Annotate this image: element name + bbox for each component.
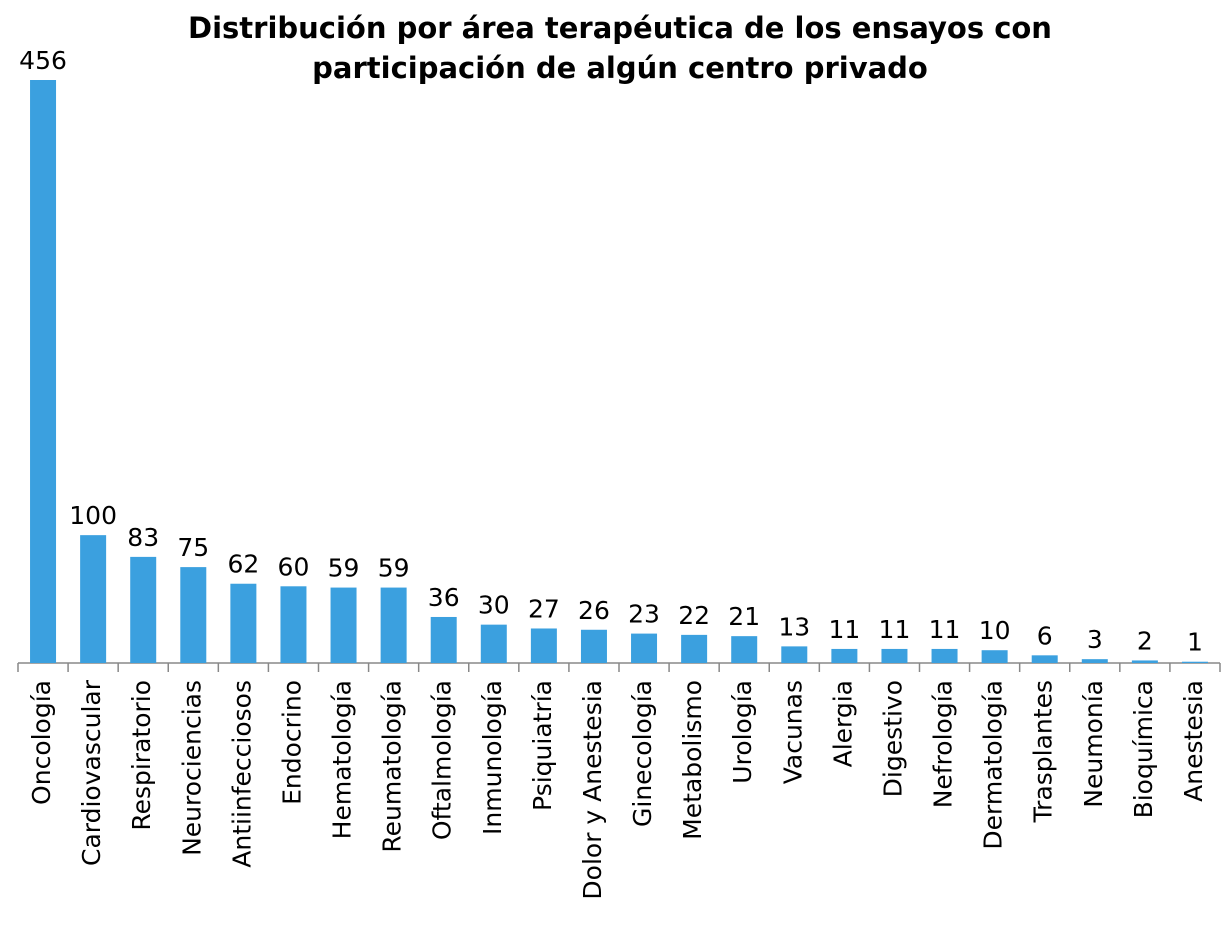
value-label: 2 [1137,626,1153,655]
x-tick-label: Cardiovascular [77,679,106,866]
x-tick-label: Reumatología [378,680,407,853]
x-tick-label: Urología [728,680,757,784]
value-label: 59 [378,554,410,583]
value-label: 59 [328,554,360,583]
x-tick-label: Oncología [27,680,56,805]
value-label: 13 [778,612,810,641]
x-tick-label: Digestivo [878,680,907,797]
value-label: 6 [1037,621,1053,650]
value-label: 23 [628,600,660,629]
x-tick-label: Endocrino [277,680,306,805]
bar [981,650,1008,663]
value-label: 62 [227,550,259,579]
bar [430,616,457,663]
bar [1081,659,1108,663]
bar [1031,655,1058,663]
value-label: 11 [929,615,961,644]
bar [130,556,157,663]
x-tick-label: Neumonía [1079,680,1108,808]
value-label: 30 [478,591,510,620]
value-label: 21 [728,602,760,631]
x-tick-label: Dolor y Anestesia [578,680,607,900]
bar [580,629,607,663]
x-tick-label: Ginecología [628,680,657,827]
bar [230,583,257,663]
bar [330,587,357,663]
bar [1181,661,1208,663]
value-label: 26 [578,596,610,625]
bar [1131,660,1158,663]
bar [731,636,758,663]
value-label: 83 [127,523,159,552]
x-tick-label: Inmunología [478,680,507,835]
bar [380,587,407,663]
x-tick-label: Respiratorio [127,680,156,831]
value-label: 75 [177,533,209,562]
bar [280,586,307,663]
bar [781,646,808,663]
x-tick-label: Alergia [828,680,857,767]
bar [480,624,507,663]
bar [831,648,858,663]
value-label: 22 [678,601,710,630]
bar [530,628,557,663]
x-tick-label: Hematología [328,680,357,839]
x-tick-label: Bioquímica [1129,680,1158,818]
bar [681,634,708,663]
value-label: 36 [428,583,460,612]
x-tick-label: Psiquiatría [528,680,557,811]
bar [30,80,57,663]
x-tick-label: Nefrología [929,680,958,808]
x-tick-label: Oftalmología [428,680,457,840]
value-label: 60 [278,552,310,581]
value-label: 1 [1187,628,1203,657]
x-tick-label: Trasplantes [1029,680,1058,823]
x-tick-label: Metabolismo [678,680,707,840]
value-label: 456 [19,46,67,75]
value-label: 3 [1087,625,1103,654]
bar [180,567,207,663]
value-label: 100 [69,501,117,530]
value-label: 27 [528,594,560,623]
chart-title: Distribución por área terapéutica de los… [188,11,1052,85]
bar [881,648,908,663]
value-label: 11 [879,615,911,644]
x-tick-label: Anestesia [1179,680,1208,802]
x-tick-label: Antiinfecciosos [227,680,256,868]
bar [631,633,658,663]
bar [931,648,958,663]
x-tick-label: Neurociencias [177,680,206,856]
value-label: 11 [828,615,860,644]
value-label: 10 [979,616,1011,645]
bar [80,535,107,663]
x-tick-label: Dermatología [979,680,1008,850]
x-tick-label: Vacunas [778,680,807,784]
